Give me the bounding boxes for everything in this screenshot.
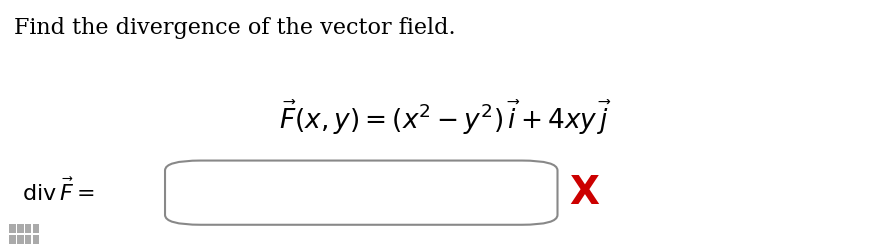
Text: Find the divergence of the vector field.: Find the divergence of the vector field. bbox=[14, 17, 456, 39]
Bar bbox=[25, 235, 31, 244]
Bar bbox=[17, 235, 23, 244]
Bar bbox=[10, 235, 16, 244]
FancyBboxPatch shape bbox=[165, 161, 558, 225]
Text: X: X bbox=[569, 174, 599, 212]
Bar bbox=[10, 224, 16, 233]
Text: $\mathrm{div}\,\vec{F} =$: $\mathrm{div}\,\vec{F} =$ bbox=[22, 179, 95, 206]
Bar bbox=[25, 224, 31, 233]
Bar bbox=[33, 224, 39, 233]
Bar bbox=[33, 235, 39, 244]
Bar bbox=[17, 224, 23, 233]
Text: $\vec{F}(x, y) = (x^2 - y^2)\,\vec{i} + 4xy\,\vec{j}$: $\vec{F}(x, y) = (x^2 - y^2)\,\vec{i} + … bbox=[279, 99, 613, 137]
